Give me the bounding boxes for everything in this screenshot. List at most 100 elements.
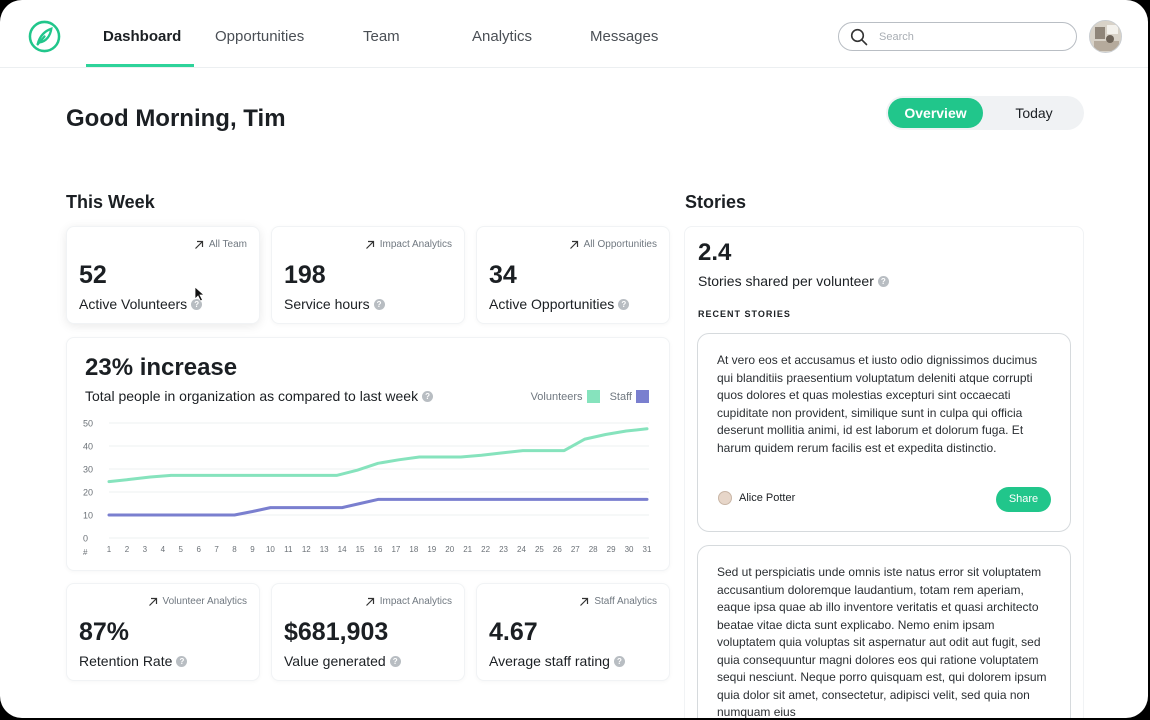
card-link[interactable]: Staff Analytics xyxy=(579,596,657,607)
x-tick-label: 16 xyxy=(374,545,383,554)
card-value: 87% xyxy=(79,618,130,646)
nav-team[interactable]: Team xyxy=(363,28,400,45)
x-tick-label: 24 xyxy=(517,545,526,554)
x-tick-label: 31 xyxy=(643,545,652,554)
this-week-heading: This Week xyxy=(66,192,155,212)
author-name: Alice Potter xyxy=(739,492,796,504)
chart-legend: Volunteers Staff xyxy=(531,390,649,403)
chart-subtitle-text: Total people in organization as compared… xyxy=(85,388,419,404)
user-avatar[interactable] xyxy=(1089,20,1122,53)
today-toggle-button[interactable]: Today xyxy=(1015,105,1053,121)
leaf-logo-icon[interactable] xyxy=(28,20,61,53)
card-label-text: Average staff rating xyxy=(489,653,610,669)
help-icon[interactable]: ? xyxy=(373,298,385,310)
x-tick-label: 10 xyxy=(266,545,275,554)
stories-heading: Stories xyxy=(685,192,747,212)
x-tick-label: 5 xyxy=(179,545,184,554)
card-value: $681,903 xyxy=(284,618,389,646)
share-button[interactable]: Share xyxy=(996,487,1051,512)
value-generated-card[interactable]: Impact Analytics $681,903 Value generate… xyxy=(271,583,465,681)
card-link[interactable]: All Team xyxy=(194,239,247,250)
card-label: Average staff rating ? xyxy=(489,653,625,669)
card-link-label: All Team xyxy=(208,239,247,250)
help-icon[interactable]: ? xyxy=(191,298,203,310)
card-link[interactable]: Impact Analytics xyxy=(365,596,452,607)
card-label: Service hours ? xyxy=(284,296,385,312)
nav-analytics[interactable]: Analytics xyxy=(472,28,533,45)
card-link-label: Impact Analytics xyxy=(379,239,452,250)
x-tick-label: 19 xyxy=(427,545,436,554)
chart-headline: 23% increase xyxy=(85,354,238,381)
nav-opportunities[interactable]: Opportunities xyxy=(215,28,305,45)
card-label-text: Service hours xyxy=(284,296,370,312)
card-link-label: All Opportunities xyxy=(583,239,657,250)
help-icon[interactable]: ? xyxy=(389,655,401,667)
x-axis-hash-label: # xyxy=(83,548,88,557)
help-icon[interactable]: ? xyxy=(618,298,630,310)
card-value: 198 xyxy=(284,261,326,289)
active-volunteers-card[interactable]: All Team 52 Active Volunteers ? xyxy=(66,226,260,324)
x-tick-label: 14 xyxy=(338,545,347,554)
nav-messages[interactable]: Messages xyxy=(590,28,659,45)
service-hours-card[interactable]: Impact Analytics 198 Service hours ? xyxy=(271,226,465,324)
help-icon[interactable]: ? xyxy=(176,655,188,667)
legend-staff-label: Staff xyxy=(609,390,632,403)
x-tick-label: 27 xyxy=(571,545,580,554)
arrow-up-right-icon xyxy=(194,240,203,249)
arrow-up-right-icon xyxy=(365,240,374,249)
story-text: At vero eos et accusamus et iusto odio d… xyxy=(717,353,1038,455)
legend-volunteers-swatch xyxy=(586,390,600,403)
x-tick-label: 6 xyxy=(196,545,201,554)
staff-rating-card[interactable]: Staff Analytics 4.67 Average staff ratin… xyxy=(476,583,670,681)
card-link-label: Volunteer Analytics xyxy=(162,596,248,607)
avatar-photo-icon xyxy=(1090,21,1121,52)
card-label-text: Active Opportunities xyxy=(489,296,615,312)
active-opportunities-card[interactable]: All Opportunities 34 Active Opportunitie… xyxy=(476,226,670,324)
y-tick-label: 20 xyxy=(83,488,93,498)
overview-toggle-button[interactable]: Overview xyxy=(888,98,983,128)
card-value: 34 xyxy=(489,261,517,289)
story-card[interactable]: Sed ut perspiciatis unde omnis iste natu… xyxy=(697,545,1071,718)
stories-card: 2.4 Stories shared per volunteer ? RECEN… xyxy=(684,226,1084,718)
x-tick-label: 25 xyxy=(535,545,544,554)
card-label-text: Active Volunteers xyxy=(79,296,188,312)
x-tick-label: 13 xyxy=(320,545,329,554)
x-tick-label: 28 xyxy=(589,545,598,554)
card-label: Retention Rate ? xyxy=(79,653,188,669)
card-link[interactable]: Impact Analytics xyxy=(365,239,452,250)
card-label-text: Retention Rate xyxy=(79,653,173,669)
author-avatar xyxy=(718,491,732,505)
help-icon[interactable]: ? xyxy=(422,390,434,402)
y-tick-label: 0 xyxy=(83,534,88,544)
y-tick-label: 40 xyxy=(83,442,93,452)
legend-volunteers-label: Volunteers xyxy=(530,390,583,403)
search-box[interactable] xyxy=(838,22,1077,51)
nav-dashboard[interactable]: Dashboard xyxy=(103,28,182,45)
active-tab-indicator xyxy=(86,64,194,67)
series-line-staff xyxy=(107,497,649,517)
retention-rate-card[interactable]: Volunteer Analytics 87% Retention Rate ? xyxy=(66,583,260,681)
card-label: Active Opportunities ? xyxy=(489,296,630,312)
arrow-up-right-icon xyxy=(569,240,578,249)
help-icon[interactable]: ? xyxy=(613,655,625,667)
card-link-label: Staff Analytics xyxy=(594,596,657,607)
x-tick-label: 8 xyxy=(232,545,237,554)
page-title: Good Morning, Tim xyxy=(66,105,286,132)
x-tick-label: 22 xyxy=(481,545,490,554)
card-link-label: Impact Analytics xyxy=(379,596,452,607)
search-input[interactable] xyxy=(879,27,1059,47)
x-tick-label: 4 xyxy=(161,545,166,554)
card-link[interactable]: Volunteer Analytics xyxy=(148,596,248,607)
story-card[interactable]: At vero eos et accusamus et iusto odio d… xyxy=(697,333,1071,532)
help-icon[interactable]: ? xyxy=(877,275,889,287)
x-tick-label: 18 xyxy=(409,545,418,554)
legend-staff-swatch xyxy=(636,390,649,403)
growth-chart-card: 23% increase Total people in organizatio… xyxy=(66,337,670,571)
x-tick-label: 15 xyxy=(356,545,365,554)
card-link[interactable]: All Opportunities xyxy=(569,239,657,250)
card-label-text: Value generated xyxy=(284,653,386,669)
x-tick-label: 26 xyxy=(553,545,562,554)
arrow-up-right-icon xyxy=(365,597,374,606)
story-text: Sed ut perspiciatis unde omnis iste natu… xyxy=(717,565,1047,718)
